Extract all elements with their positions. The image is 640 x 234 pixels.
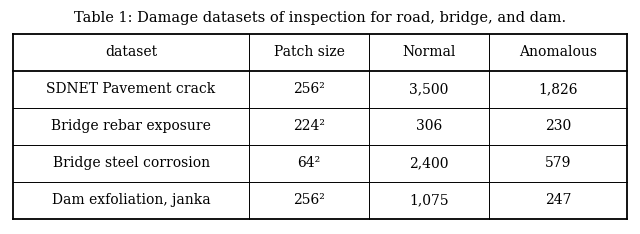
Text: 64²: 64² <box>298 156 321 170</box>
Text: 306: 306 <box>416 119 442 133</box>
Text: 256²: 256² <box>293 193 325 207</box>
Text: 1,075: 1,075 <box>409 193 449 207</box>
Text: 230: 230 <box>545 119 572 133</box>
Text: SDNET Pavement crack: SDNET Pavement crack <box>47 82 216 96</box>
Text: Anomalous: Anomalous <box>519 45 597 59</box>
Text: 3,500: 3,500 <box>410 82 449 96</box>
Text: 224²: 224² <box>293 119 325 133</box>
Text: Dam exfoliation, janka: Dam exfoliation, janka <box>52 193 211 207</box>
Text: Bridge steel corrosion: Bridge steel corrosion <box>52 156 210 170</box>
Text: Normal: Normal <box>403 45 456 59</box>
Text: dataset: dataset <box>105 45 157 59</box>
Text: 579: 579 <box>545 156 572 170</box>
Text: 1,826: 1,826 <box>538 82 578 96</box>
Text: 247: 247 <box>545 193 572 207</box>
Text: 2,400: 2,400 <box>410 156 449 170</box>
Text: Table 1: Damage datasets of inspection for road, bridge, and dam.: Table 1: Damage datasets of inspection f… <box>74 11 566 25</box>
Text: Bridge rebar exposure: Bridge rebar exposure <box>51 119 211 133</box>
Text: Patch size: Patch size <box>274 45 345 59</box>
Text: 256²: 256² <box>293 82 325 96</box>
